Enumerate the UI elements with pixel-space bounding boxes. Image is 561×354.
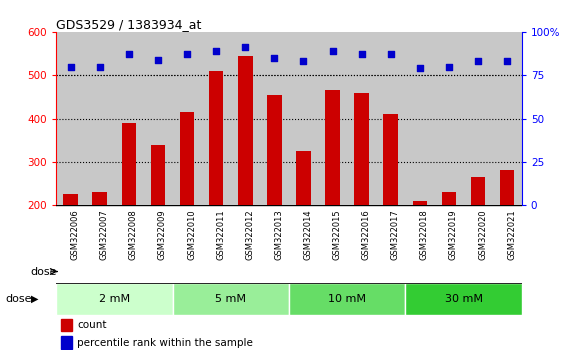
Bar — [405, 32, 434, 205]
Point — [415, 65, 424, 71]
Text: percentile rank within the sample: percentile rank within the sample — [77, 338, 253, 348]
Bar — [376, 32, 405, 205]
Text: GSM322020: GSM322020 — [478, 209, 487, 260]
Bar — [471, 177, 485, 205]
Bar — [412, 201, 427, 205]
Text: count: count — [77, 320, 107, 330]
FancyBboxPatch shape — [173, 283, 289, 315]
Point — [125, 52, 134, 57]
Point — [66, 64, 75, 69]
Text: GSM322006: GSM322006 — [71, 209, 80, 260]
Bar — [384, 114, 398, 205]
Bar — [238, 56, 252, 205]
Text: GSM322018: GSM322018 — [420, 209, 429, 260]
Text: 10 mM: 10 mM — [328, 294, 366, 304]
Text: GSM322010: GSM322010 — [187, 209, 196, 260]
Text: GSM322014: GSM322014 — [304, 209, 312, 260]
Text: dose: dose — [30, 267, 57, 276]
Text: ▶: ▶ — [31, 294, 38, 304]
Bar — [289, 32, 318, 205]
Bar — [151, 144, 165, 205]
Point — [95, 64, 104, 69]
Bar — [347, 32, 376, 205]
Text: GSM322012: GSM322012 — [245, 209, 254, 260]
Text: 30 mM: 30 mM — [444, 294, 482, 304]
Text: GSM322019: GSM322019 — [449, 209, 458, 260]
Bar — [144, 32, 173, 205]
Bar — [63, 194, 78, 205]
Text: dose: dose — [6, 294, 32, 304]
Bar — [231, 32, 260, 205]
Bar — [260, 32, 289, 205]
Point — [357, 52, 366, 57]
Text: GSM322015: GSM322015 — [333, 209, 342, 260]
Text: GSM322016: GSM322016 — [362, 209, 371, 260]
Bar — [180, 112, 194, 205]
Bar — [296, 151, 311, 205]
Text: GSM322021: GSM322021 — [507, 209, 516, 260]
Text: GSM322013: GSM322013 — [274, 209, 283, 260]
Text: GSM322011: GSM322011 — [216, 209, 225, 260]
Bar — [325, 90, 340, 205]
Point — [182, 52, 191, 57]
Point — [299, 58, 308, 64]
Bar — [355, 93, 369, 205]
Point — [154, 57, 163, 62]
FancyBboxPatch shape — [289, 283, 405, 315]
Bar — [61, 319, 72, 331]
Bar — [463, 32, 493, 205]
Point — [444, 64, 453, 69]
Bar — [434, 32, 463, 205]
Bar — [85, 32, 114, 205]
Bar — [114, 32, 144, 205]
Point — [241, 45, 250, 50]
Bar — [209, 71, 223, 205]
Point — [387, 52, 396, 57]
Bar — [493, 32, 522, 205]
Bar — [56, 32, 85, 205]
Bar — [122, 123, 136, 205]
Bar — [500, 170, 514, 205]
Bar — [201, 32, 231, 205]
Text: GDS3529 / 1383934_at: GDS3529 / 1383934_at — [56, 18, 201, 31]
FancyBboxPatch shape — [56, 283, 173, 315]
Text: GSM322009: GSM322009 — [158, 209, 167, 260]
Bar — [318, 32, 347, 205]
Point — [270, 55, 279, 61]
Text: 2 mM: 2 mM — [99, 294, 130, 304]
Bar — [442, 192, 456, 205]
Text: GSM322017: GSM322017 — [391, 209, 400, 260]
Point — [473, 58, 482, 64]
Bar — [93, 192, 107, 205]
Text: GSM322007: GSM322007 — [100, 209, 109, 260]
Bar — [173, 32, 201, 205]
FancyBboxPatch shape — [405, 283, 522, 315]
Point — [211, 48, 220, 54]
Point — [328, 48, 337, 54]
Text: GSM322008: GSM322008 — [129, 209, 138, 260]
Bar — [61, 336, 72, 349]
Bar — [267, 95, 282, 205]
Text: 5 mM: 5 mM — [215, 294, 246, 304]
Point — [503, 58, 512, 64]
